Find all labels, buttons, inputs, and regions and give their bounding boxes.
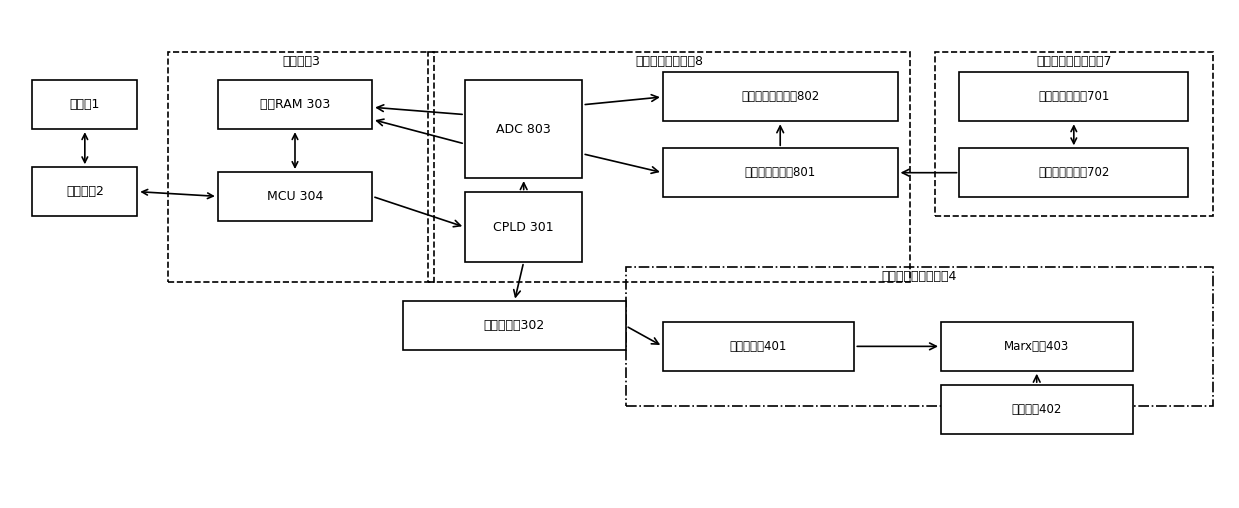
Text: 变增益隔离子模块802: 变增益隔离子模块802 <box>741 90 819 104</box>
Text: 上位机1: 上位机1 <box>69 99 100 111</box>
Bar <box>940 322 1132 371</box>
Bar <box>959 148 1188 197</box>
Text: 多级滤波子模块701: 多级滤波子模块701 <box>1038 90 1109 104</box>
Text: 数据采样转换模块8: 数据采样转换模块8 <box>634 55 703 68</box>
Text: 计时器芯片302: 计时器芯片302 <box>483 320 545 332</box>
Bar <box>218 80 372 129</box>
Text: 双口RAM 303: 双口RAM 303 <box>260 99 330 111</box>
Text: 栅极驱动器401: 栅极驱动器401 <box>730 340 787 353</box>
Bar <box>940 385 1132 434</box>
Text: CPLD 301: CPLD 301 <box>493 220 554 234</box>
Text: ADC 803: ADC 803 <box>497 123 551 136</box>
Text: 高功率脉冲发生模块4: 高功率脉冲发生模块4 <box>882 270 957 283</box>
Bar <box>427 52 909 282</box>
Text: 主控模块3: 主控模块3 <box>282 55 320 68</box>
Bar <box>218 172 372 221</box>
Bar <box>663 148 897 197</box>
Text: MCU 304: MCU 304 <box>266 190 323 203</box>
Text: 多级增益子模块702: 多级增益子模块702 <box>1038 166 1109 179</box>
Text: 通信线路2: 通信线路2 <box>66 185 104 198</box>
Bar <box>465 80 582 178</box>
Bar <box>626 267 1213 405</box>
Bar <box>934 52 1213 216</box>
Bar <box>663 73 897 121</box>
Bar <box>32 167 138 216</box>
Text: 采样保持子模块801: 采样保持子模块801 <box>745 166 815 179</box>
Bar <box>959 73 1188 121</box>
Bar <box>32 80 138 129</box>
Text: 多级增益和滤波模块7: 多级增益和滤波模块7 <box>1036 55 1111 68</box>
Text: Marx电路403: Marx电路403 <box>1004 340 1069 353</box>
Bar <box>465 193 582 262</box>
Text: 高压电源402: 高压电源402 <box>1011 403 1062 416</box>
Bar <box>403 301 626 351</box>
Bar <box>663 322 855 371</box>
Bar <box>169 52 434 282</box>
